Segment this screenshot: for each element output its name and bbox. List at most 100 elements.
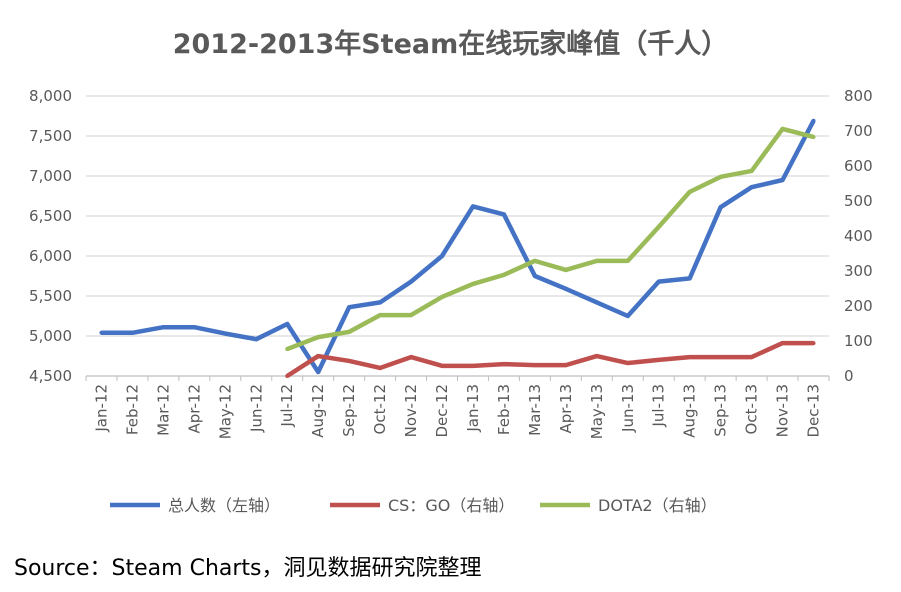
- y-left-tick-label: 5,000: [29, 327, 72, 345]
- series-line-2: [286, 126, 815, 352]
- data-point-2: [470, 281, 475, 286]
- legend-label-2: DOTA2（右轴）: [598, 496, 717, 515]
- y-left-tick-label: 4,500: [29, 367, 72, 385]
- x-tick-label: May-13: [588, 384, 606, 439]
- data-point-2: [409, 313, 414, 318]
- data-point-0: [130, 330, 135, 335]
- x-tick-label: Oct-13: [743, 384, 761, 434]
- y-left-tick-label: 7,500: [29, 127, 72, 145]
- y-right-tick-label: 200: [844, 297, 873, 315]
- chart-title: 2012-2013年Steam在线玩家峰值（千人）: [172, 29, 729, 60]
- y-left-tick-label: 6,500: [29, 207, 72, 225]
- data-point-0: [440, 254, 445, 258]
- data-point-1: [749, 355, 754, 360]
- data-point-0: [780, 178, 785, 182]
- data-point-1: [316, 354, 321, 359]
- data-point-0: [718, 205, 723, 210]
- data-point-2: [687, 189, 692, 194]
- x-tick-label: Aug-13: [681, 384, 699, 438]
- data-point-1: [532, 363, 537, 368]
- x-tick-label: Jan-12: [92, 384, 110, 433]
- data-point-1: [656, 357, 661, 362]
- x-tick-label: Jul-13: [650, 384, 668, 428]
- data-point-2: [347, 329, 352, 334]
- data-point-0: [99, 330, 104, 335]
- data-point-2: [594, 258, 599, 263]
- data-point-2: [563, 267, 568, 272]
- x-tick-label: Mar-13: [526, 384, 544, 436]
- x-tick-label: Dec-13: [805, 384, 823, 438]
- x-tick-label: Aug-12: [309, 384, 327, 438]
- data-point-1: [594, 354, 599, 359]
- data-point-0: [687, 276, 692, 281]
- data-point-0: [625, 314, 630, 318]
- data-point-2: [780, 126, 785, 131]
- series-line-0: [101, 119, 816, 375]
- data-point-2: [316, 335, 321, 340]
- y-right-tick-label: 600: [844, 157, 873, 175]
- data-point-2: [378, 313, 383, 318]
- data-point-0: [316, 370, 321, 374]
- data-point-0: [285, 322, 290, 326]
- data-point-0: [470, 204, 475, 209]
- data-point-1: [718, 355, 723, 360]
- x-tick-label: Apr-12: [185, 384, 203, 434]
- x-tick-label: Jun-13: [619, 384, 637, 433]
- y-right-tick-label: 500: [844, 192, 873, 210]
- data-point-0: [594, 300, 599, 305]
- y-left-tick-label: 8,000: [29, 87, 72, 105]
- data-point-1: [409, 355, 414, 360]
- data-point-2: [625, 258, 630, 263]
- data-point-2: [532, 258, 537, 263]
- data-point-0: [347, 305, 352, 310]
- data-point-0: [192, 325, 197, 330]
- source-note: Source：Steam Charts，洞见数据研究院整理: [14, 556, 482, 581]
- legend-label-0: 总人数（左轴）: [168, 496, 280, 515]
- x-tick-label: May-12: [216, 384, 234, 439]
- y-right-tick-label: 100: [844, 332, 873, 350]
- x-tick-label: Feb-13: [495, 384, 513, 435]
- data-point-1: [440, 363, 445, 368]
- data-point-0: [378, 300, 383, 305]
- data-point-2: [718, 174, 723, 179]
- data-point-1: [347, 358, 352, 363]
- y-right-tick-label: 400: [844, 227, 873, 245]
- data-point-1: [780, 341, 785, 346]
- x-tick-label: Dec-12: [433, 384, 451, 438]
- data-point-2: [285, 347, 290, 352]
- data-point-0: [409, 279, 414, 284]
- data-point-0: [811, 118, 816, 123]
- data-point-0: [749, 185, 754, 190]
- data-point-0: [501, 212, 506, 217]
- y-right-tick-label: 800: [844, 87, 873, 105]
- data-point-1: [501, 362, 506, 367]
- y-left-tick-label: 7,000: [29, 167, 72, 185]
- data-point-0: [161, 325, 166, 330]
- x-tick-label: Nov-12: [402, 384, 420, 437]
- data-point-2: [656, 224, 661, 229]
- data-point-0: [223, 331, 228, 336]
- data-point-2: [440, 294, 445, 299]
- x-tick-label: Mar-12: [154, 384, 172, 436]
- series-line-1: [286, 340, 814, 378]
- x-tick-label: Sep-12: [340, 384, 358, 437]
- y-right-tick-label: 700: [844, 122, 873, 140]
- x-tick-label: Jul-12: [278, 384, 296, 428]
- x-tick-label: Jun-12: [247, 384, 265, 433]
- data-point-1: [378, 365, 383, 370]
- data-point-1: [285, 374, 290, 378]
- data-point-1: [811, 341, 816, 346]
- y-right-tick-label: 300: [844, 262, 873, 280]
- x-tick-label: Feb-12: [123, 384, 141, 435]
- data-point-0: [532, 274, 537, 278]
- data-point-2: [749, 168, 754, 173]
- data-point-2: [501, 272, 506, 277]
- data-point-1: [625, 361, 630, 366]
- y-left-tick-label: 6,000: [29, 247, 72, 265]
- x-tick-label: Nov-13: [774, 384, 792, 437]
- legend-label-1: CS：GO（右轴）: [388, 496, 514, 515]
- data-point-0: [254, 337, 259, 342]
- x-tick-label: Sep-13: [712, 384, 730, 437]
- x-tick-label: Apr-13: [557, 384, 575, 434]
